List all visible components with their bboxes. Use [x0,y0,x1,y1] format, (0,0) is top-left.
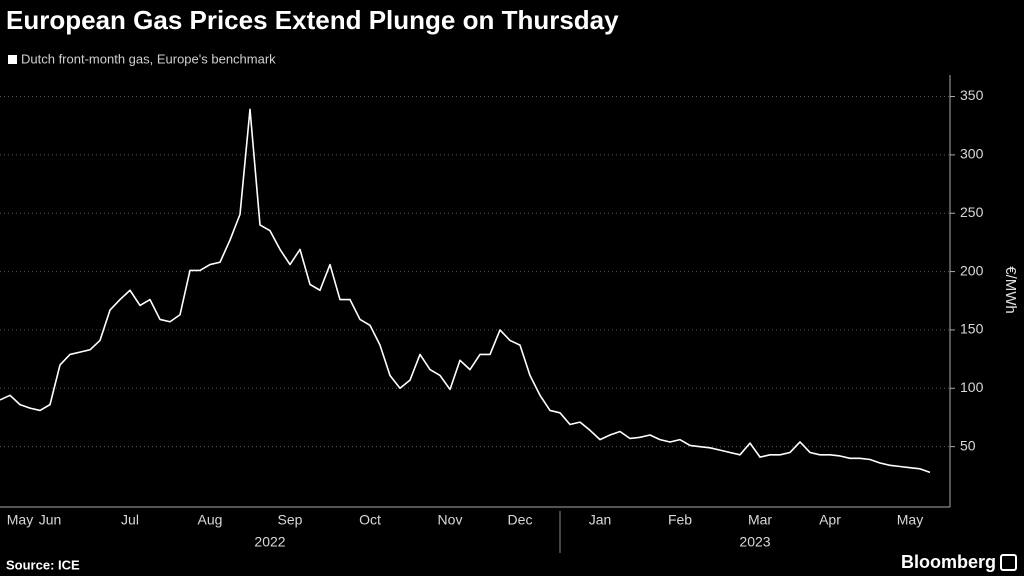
x-tick-label: Jul [121,512,139,528]
line [0,108,931,474]
brand: Bloomberg [901,552,996,572]
x-tick-label: May [897,512,923,528]
x-tick-label: Apr [819,512,841,528]
chart-title: European Gas Prices Extend Plunge on Thu… [6,5,619,35]
y-tick-label: 150 [960,321,984,337]
source: Source: ICE [6,557,80,572]
y-tick-label: 100 [960,379,984,395]
x-tick-label: Nov [438,512,463,528]
y-tick-label: 300 [960,146,984,162]
legend-swatch [8,55,17,64]
y-tick-label: 200 [960,262,984,278]
x-tick-label: Aug [198,512,223,528]
y-tick-label: 250 [960,204,984,220]
x-tick-label: Jan [589,512,612,528]
x-tick-label: Dec [508,512,533,528]
x-tick-label: Sep [278,512,303,528]
y-tick-label: 350 [960,87,984,103]
brand-icon [1000,554,1017,571]
x-tick-label: Oct [359,512,381,528]
x-group-label: 2022 [254,534,285,550]
x-group-label: 2023 [739,534,770,550]
y-axis-label: €/MWh [1002,266,1019,314]
y-tick-label: 50 [960,437,976,453]
legend-label: Dutch front-month gas, Europe's benchmar… [21,51,276,66]
x-tick-label: Feb [668,512,692,528]
x-tick-label: Jun [39,512,62,528]
x-tick-label: Mar [748,512,772,528]
x-tick-label: May [7,512,33,528]
